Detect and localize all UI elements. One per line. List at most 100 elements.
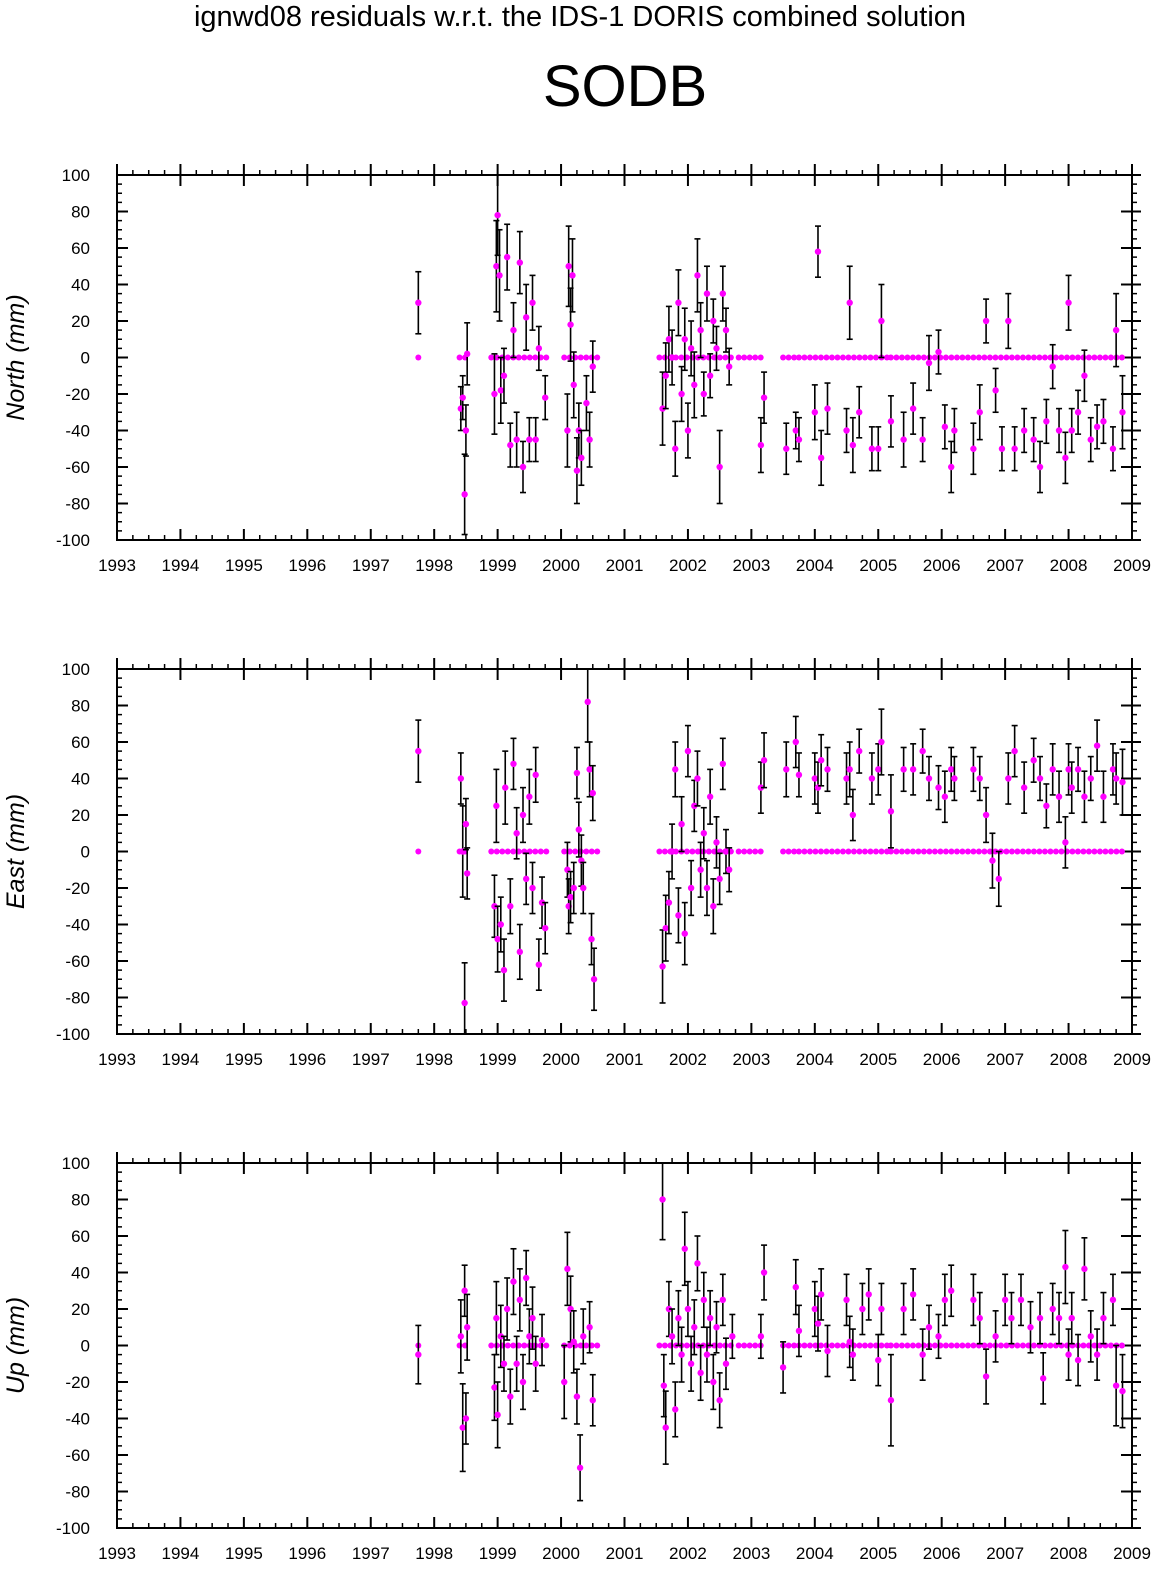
data-point [538,899,546,906]
data-point [849,441,857,449]
zero-marker [920,848,927,855]
x-tick-label: 2006 [923,1050,961,1069]
zero-marker [948,848,955,855]
data-point [1109,766,1117,773]
data-point [1081,1265,1088,1273]
y-tick-label: -20 [65,879,90,898]
data-point [675,1314,682,1322]
data-point [665,1305,673,1313]
data-point [691,1324,698,1331]
data-point [500,1360,508,1367]
zero-marker [504,848,511,855]
data-point [497,921,504,928]
data-point [1049,766,1056,773]
data-point [887,1397,895,1404]
zero-marker [566,354,573,361]
zero-marker [1058,354,1065,361]
zero-marker [898,354,905,361]
zero-marker [970,354,977,361]
zero-marker [746,1342,753,1349]
data-point [516,948,524,956]
data-point [463,1324,471,1331]
zero-marker [1036,354,1043,361]
data-point [843,1296,850,1304]
data-point [542,394,549,401]
zero-marker [845,354,852,361]
data-point [532,771,539,779]
data-point [569,272,576,279]
data-point [1055,427,1063,434]
zero-marker [964,1342,971,1349]
x-tick-label: 1996 [288,556,326,575]
zero-marker [493,354,500,361]
zero-marker [817,354,824,361]
x-tick-label: 2003 [732,1050,770,1069]
data-point [672,445,679,452]
x-tick-label: 2008 [1050,556,1088,575]
data-point [1020,427,1028,434]
data-point [687,884,695,892]
data-point [1074,409,1082,416]
y-tick-label: 100 [62,1154,90,1173]
data-point [496,272,503,279]
zero-marker [992,848,999,855]
data-point [1119,778,1126,786]
zero-marker [1036,848,1043,855]
y-tick-label: 80 [71,203,90,222]
zero-marker [735,354,742,361]
zero-marker [741,1342,748,1349]
zero-marker [780,848,787,855]
zero-marker [986,848,993,855]
zero-marker [893,1342,900,1349]
zero-marker [959,848,966,855]
data-point [1100,418,1107,425]
x-tick-label: 1997 [352,1544,390,1563]
zero-marker [543,848,550,855]
zero-marker [1091,848,1098,855]
data-point [681,1245,688,1252]
data-point [586,766,593,773]
zero-marker [861,354,868,361]
data-point [1119,409,1126,416]
x-tick-label: 1994 [162,556,200,575]
data-point [1043,802,1050,810]
zero-marker [746,848,753,855]
zero-marker [577,1342,584,1349]
zero-marker [812,354,819,361]
y-tick-label: -20 [65,1373,90,1392]
data-point [497,1333,504,1340]
x-tick-label: 2009 [1113,556,1151,575]
zero-marker [893,354,900,361]
data-point [713,839,720,846]
zero-marker [812,848,819,855]
zero-marker [942,1342,949,1349]
zero-marker [992,354,999,361]
zero-marker [689,848,696,855]
data-point [694,775,701,782]
data-point [878,738,885,746]
y-tick-label: 60 [71,733,90,752]
zero-marker [839,354,846,361]
data-point [948,1287,955,1294]
data-point [1030,757,1037,764]
y-tick-label: -20 [65,385,90,404]
zero-marker [893,848,900,855]
data-point [493,802,500,810]
zero-marker [1118,848,1125,855]
data-point [697,326,704,334]
zero-marker [904,848,911,855]
y-tick-label: 0 [81,1337,90,1356]
data-point [668,848,676,855]
zero-marker [1085,354,1092,361]
data-point [529,1314,536,1322]
x-tick-label: 2009 [1113,1050,1151,1069]
zero-marker [986,354,993,361]
zero-marker [981,354,988,361]
data-point [1074,1356,1082,1364]
data-point [941,1296,949,1304]
data-point [1049,363,1056,370]
data-point [662,372,669,379]
data-point [941,793,949,800]
zero-marker [898,1342,905,1349]
zero-marker [981,1342,988,1349]
